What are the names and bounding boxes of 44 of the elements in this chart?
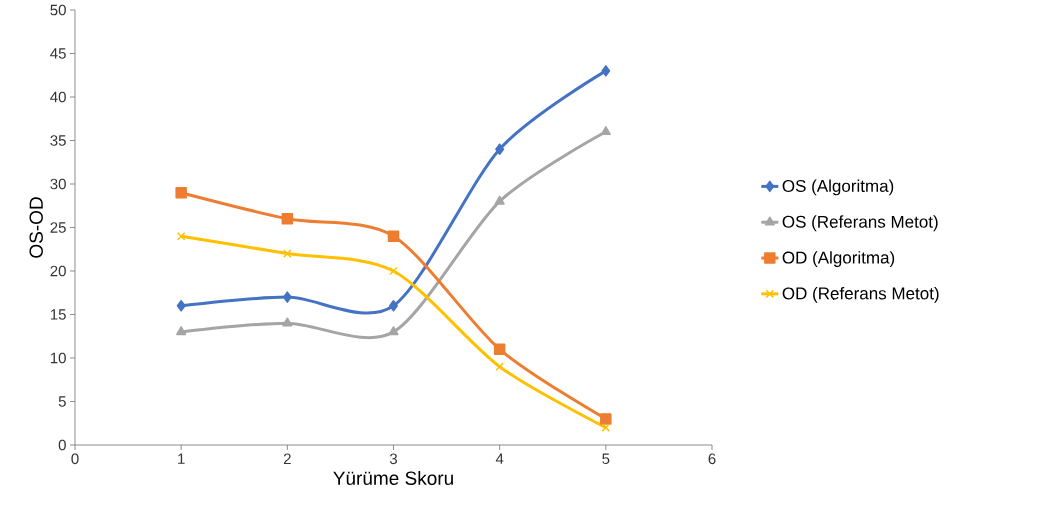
point (389, 266, 398, 276)
y-tick-label: 10 (50, 352, 66, 364)
x-tick-label: 1 (178, 453, 185, 464)
y-tick-label: 50 (50, 4, 66, 16)
x-axis-title: Yürüme Skoru (333, 471, 453, 485)
point (282, 317, 293, 327)
point (601, 423, 611, 432)
y-tick-label: 45 (50, 48, 66, 59)
point (495, 362, 504, 371)
legend-label: OS (Referans Metot) (782, 215, 938, 232)
y-tick-label: 5 (58, 396, 66, 407)
y-tick-label: 0 (58, 439, 66, 451)
y-tick-label: 30 (50, 178, 66, 190)
point (281, 213, 294, 225)
point (176, 300, 186, 312)
point (282, 291, 292, 303)
legend-label: OD (Algoritma) (782, 251, 895, 267)
legend-label: OS (Algoritma) (782, 179, 894, 196)
point (176, 326, 187, 336)
point (600, 413, 612, 425)
y-tick-label: 15 (50, 309, 66, 320)
y-tick-label: 20 (50, 265, 66, 277)
point (495, 143, 505, 155)
y-axis-title: OS-OD (29, 197, 43, 258)
legend-label: OD (Referans Metot) (782, 286, 939, 303)
x-tick-label: 0 (71, 453, 79, 465)
point (493, 343, 506, 356)
point (388, 326, 399, 336)
point (600, 126, 611, 136)
point (387, 230, 400, 242)
y-tick-label: 25 (50, 222, 66, 233)
point (176, 231, 186, 241)
point (601, 65, 611, 77)
x-tick-label: 6 (708, 453, 716, 465)
point (283, 249, 292, 258)
point (389, 300, 399, 312)
x-tick-label: 2 (283, 453, 291, 464)
y-tick-label: 35 (50, 135, 66, 146)
x-tick-label: 5 (602, 453, 610, 464)
point (494, 195, 505, 205)
x-tick-label: 4 (495, 453, 504, 464)
x-tick-label: 3 (389, 453, 398, 465)
y-tick-label: 40 (50, 91, 66, 103)
point (175, 186, 187, 199)
